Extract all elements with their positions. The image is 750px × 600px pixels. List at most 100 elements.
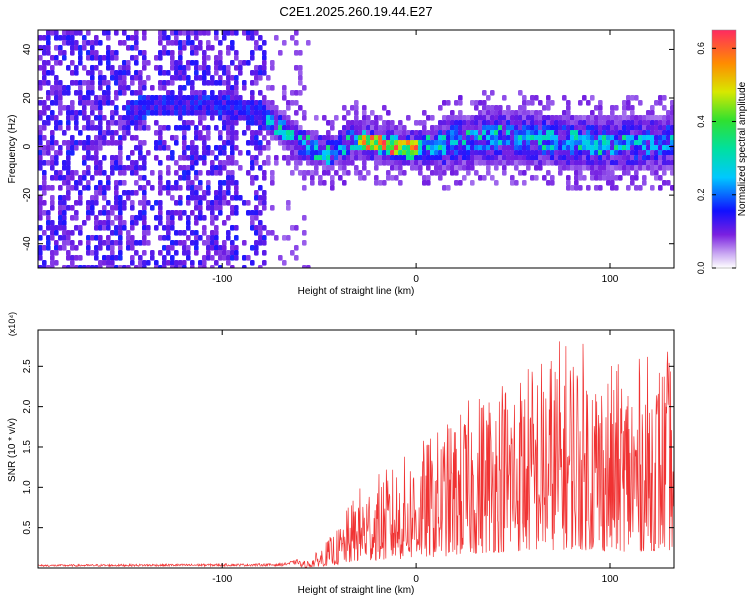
heatmap-cell xyxy=(102,190,107,196)
heatmap-cell xyxy=(186,220,191,226)
heatmap-cell xyxy=(214,105,219,111)
heatmap-cell xyxy=(98,80,103,86)
heatmap-cell xyxy=(618,145,623,151)
heatmap-cell xyxy=(542,120,547,126)
heatmap-cell xyxy=(562,150,567,156)
heatmap-cell xyxy=(194,175,199,181)
heatmap-cell xyxy=(314,115,319,121)
heatmap-cell xyxy=(106,200,111,206)
heatmap-cell xyxy=(122,165,127,171)
heatmap-cell xyxy=(278,125,283,131)
heatmap-cell xyxy=(258,115,263,121)
heatmap-cell xyxy=(282,125,287,131)
heatmap-cell xyxy=(42,105,47,111)
heatmap-cell xyxy=(470,135,475,141)
heatmap-cell xyxy=(118,150,123,156)
heatmap-cell xyxy=(238,165,243,171)
heatmap-cell xyxy=(142,160,147,166)
heatmap-cell xyxy=(366,145,371,151)
heatmap-cell xyxy=(98,265,103,268)
snr-plot: -100 0 100 0.51.01.52.02.5 (x10⁴) Height o… xyxy=(7,312,675,596)
heatmap-cell xyxy=(286,105,291,111)
heatmap-cell xyxy=(502,145,507,151)
heatmap-cell xyxy=(638,165,643,171)
heatmap-cell xyxy=(66,170,71,176)
heatmap-cell xyxy=(370,145,375,151)
heatmap-cell xyxy=(322,155,327,161)
heatmap-cell xyxy=(226,90,231,96)
heatmap-cell xyxy=(270,110,275,116)
heatmap-cell xyxy=(366,170,371,176)
heatmap-cell xyxy=(226,130,231,136)
heatmap-cell xyxy=(306,145,311,151)
heatmap-cell xyxy=(338,155,343,161)
heatmap-cell xyxy=(362,160,367,166)
heatmap-cell xyxy=(378,115,383,121)
heatmap-cell xyxy=(130,75,135,81)
heatmap-cell xyxy=(638,115,643,121)
heatmap-cell xyxy=(238,65,243,71)
heatmap-cell xyxy=(50,225,55,231)
heatmap-cell xyxy=(662,170,667,176)
heatmap-cell xyxy=(414,150,419,156)
heatmap-cell xyxy=(598,185,603,191)
heatmap-cell xyxy=(118,225,123,231)
heatmap-cell xyxy=(642,140,647,146)
heatmap-cell xyxy=(294,120,299,126)
heatmap-cell xyxy=(106,90,111,96)
heatmap-cell xyxy=(666,155,671,161)
heatmap-cell xyxy=(234,55,239,61)
heatmap-cell xyxy=(178,50,183,56)
heatmap-cell xyxy=(430,155,435,161)
heatmap-cell xyxy=(282,235,287,241)
heatmap-cell xyxy=(166,180,171,186)
heatmap-cell xyxy=(526,110,531,116)
heatmap-cell xyxy=(194,70,199,76)
heatmap-cell xyxy=(486,170,491,176)
heatmap-cell xyxy=(574,175,579,181)
heatmap-cell xyxy=(466,165,471,171)
heatmap-cell xyxy=(610,105,615,111)
heatmap-cell xyxy=(178,125,183,131)
heatmap-cell xyxy=(122,60,127,66)
heatmap-cell xyxy=(230,250,235,256)
heatmap-cell xyxy=(246,115,251,121)
heatmap-cell xyxy=(658,150,663,156)
heatmap-cell xyxy=(246,150,251,156)
heatmap-cell xyxy=(166,105,171,111)
heatmap-cell xyxy=(162,95,167,101)
heatmap-cell xyxy=(214,125,219,131)
heatmap-cell xyxy=(230,155,235,161)
heatmap-cell xyxy=(494,125,499,131)
heatmap-cell xyxy=(206,110,211,116)
heatmap-cell xyxy=(90,200,95,206)
heatmap-cell xyxy=(326,165,331,171)
heatmap-cell xyxy=(142,80,147,86)
heatmap-cell xyxy=(226,110,231,116)
heatmap-cell xyxy=(230,205,235,211)
heatmap-cell xyxy=(46,115,51,121)
heatmap-cell xyxy=(266,125,271,131)
heatmap-cell xyxy=(650,150,655,156)
heatmap-cell xyxy=(198,65,203,71)
heatmap-cell xyxy=(618,120,623,126)
heatmap-cell xyxy=(634,130,639,136)
heatmap-cell xyxy=(250,50,255,56)
heatmap-cell xyxy=(246,100,251,106)
heatmap-cell xyxy=(170,110,175,116)
heatmap-cell xyxy=(530,135,535,141)
heatmap-cell xyxy=(506,110,511,116)
heatmap-cell xyxy=(654,170,659,176)
heatmap-cell xyxy=(70,265,75,268)
heatmap-cell xyxy=(330,140,335,146)
heatmap-cell xyxy=(218,145,223,151)
heatmap-cell xyxy=(250,95,255,101)
heatmap-cell xyxy=(66,30,71,36)
heatmap-cell xyxy=(614,160,619,166)
heatmap-cell xyxy=(98,100,103,106)
heatmap-cell xyxy=(174,100,179,106)
heatmap-cell xyxy=(210,150,215,156)
heatmap-cell xyxy=(134,145,139,151)
heatmap-cell xyxy=(550,155,555,161)
heatmap-cell xyxy=(226,155,231,161)
